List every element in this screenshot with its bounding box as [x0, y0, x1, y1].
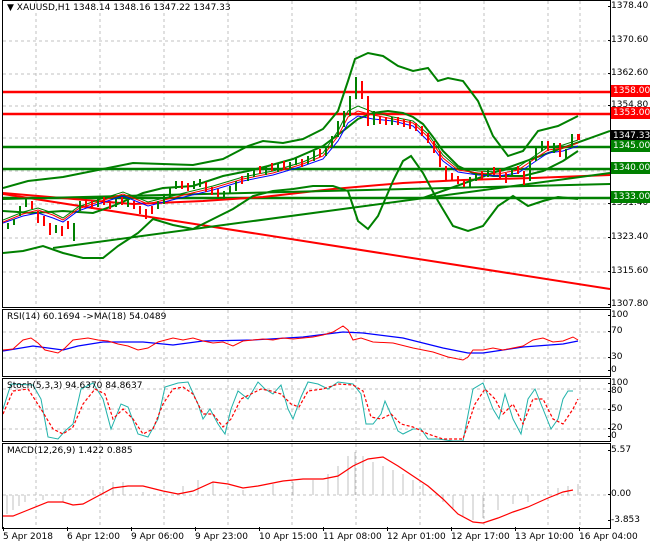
stoch-tick: 50	[607, 404, 623, 414]
level-tag-1345: 1345.00	[611, 140, 650, 152]
bollinger-bands	[3, 51, 579, 259]
price-tick: 1362.60	[607, 68, 649, 78]
x-tick	[67, 527, 68, 531]
macd-tick: -3.853	[607, 515, 641, 525]
x-tick	[579, 527, 580, 531]
x-label: 5 Apr 2018	[3, 532, 53, 542]
support-resistance-lines	[3, 90, 610, 200]
chart-header: ▼ XAUUSD,H1 1348.14 1348.16 1347.22 1347…	[7, 3, 231, 13]
macd-tick: 0.00	[607, 489, 632, 499]
stoch-tick: 100	[607, 378, 629, 388]
level-tag-1333: 1333.00	[611, 191, 650, 203]
x-label: 16 Apr 04:00	[579, 532, 638, 542]
rsi-pane[interactable]: RSI(14) 60.1694 ->MA(18) 54.0489	[2, 309, 611, 377]
price-chart-canvas	[3, 1, 610, 307]
macd-tick: 5.57	[607, 445, 632, 455]
macd-canvas	[3, 444, 610, 528]
macd-axis: 5.57 0.00 -3.853	[607, 443, 650, 527]
x-tick	[323, 527, 324, 531]
x-tick	[387, 527, 388, 531]
x-tick	[259, 527, 260, 531]
macd-label: MACD(12,26,9) 1.422 0.885	[7, 446, 133, 456]
x-label: 12 Apr 17:00	[451, 532, 510, 542]
x-label: 10 Apr 15:00	[259, 532, 318, 542]
candlesticks	[7, 77, 580, 241]
symbol-ohlc: XAUUSD,H1 1348.14 1348.16 1347.22 1347.3…	[16, 3, 231, 13]
x-tick	[451, 527, 452, 531]
price-tick: 1323.40	[607, 232, 649, 242]
x-label: 6 Apr 12:00	[67, 532, 120, 542]
x-label: 13 Apr 10:00	[515, 532, 574, 542]
stochastic-pane[interactable]: Stoch(5,3,3) 94.6370 84.8637	[2, 378, 611, 442]
rsi-axis: 100 70 30 0	[607, 309, 650, 375]
main-chart-pane[interactable]: ▼ XAUUSD,H1 1348.14 1348.16 1347.22 1347…	[2, 0, 611, 308]
rsi-canvas	[3, 310, 610, 376]
stoch-label: Stoch(5,3,3) 94.6370 84.8637	[7, 381, 143, 391]
rsi-tick: 70	[607, 326, 623, 336]
macd-signal-line	[3, 456, 574, 524]
collapse-triangle-icon[interactable]: ▼	[7, 3, 14, 13]
x-label: 11 Apr 08:00	[323, 532, 382, 542]
level-tag-1353: 1353.00	[611, 107, 650, 119]
x-label: 9 Apr 23:00	[195, 532, 248, 542]
stoch-axis: 100 80 50 20 0	[607, 378, 650, 441]
rsi-tick: 100	[607, 310, 629, 320]
stoch-tick: 20	[607, 423, 623, 433]
price-tick: 1370.60	[607, 35, 649, 45]
price-tick: 1378.40	[607, 1, 649, 11]
price-tick: 1315.60	[607, 266, 649, 276]
x-label: 12 Apr 01:00	[387, 532, 446, 542]
stoch-canvas	[3, 379, 610, 441]
x-tick	[131, 527, 132, 531]
rsi-tick: 0	[608, 365, 617, 375]
x-tick	[195, 527, 196, 531]
level-tag-1340: 1340.00	[611, 162, 650, 174]
macd-pane[interactable]: MACD(12,26,9) 1.422 0.885	[2, 443, 611, 529]
stoch-tick: 80	[607, 386, 623, 396]
price-axis[interactable]: 1378.40 1370.60 1362.60 1354.80 1331.40 …	[607, 0, 650, 309]
rsi-tick: 30	[607, 352, 623, 362]
rsi-label: RSI(14) 60.1694 ->MA(18) 54.0489	[7, 312, 167, 322]
price-tick: 1307.80	[607, 299, 649, 309]
stoch-tick: 0	[608, 431, 617, 441]
current-price-tag: 1347.33	[611, 130, 650, 142]
x-label: 9 Apr 06:00	[131, 532, 184, 542]
x-tick	[3, 527, 4, 531]
price-tick: 1331.40	[607, 198, 649, 208]
price-tick: 1354.80	[607, 100, 649, 110]
level-tag-1358: 1358.00	[611, 85, 650, 97]
x-tick	[515, 527, 516, 531]
